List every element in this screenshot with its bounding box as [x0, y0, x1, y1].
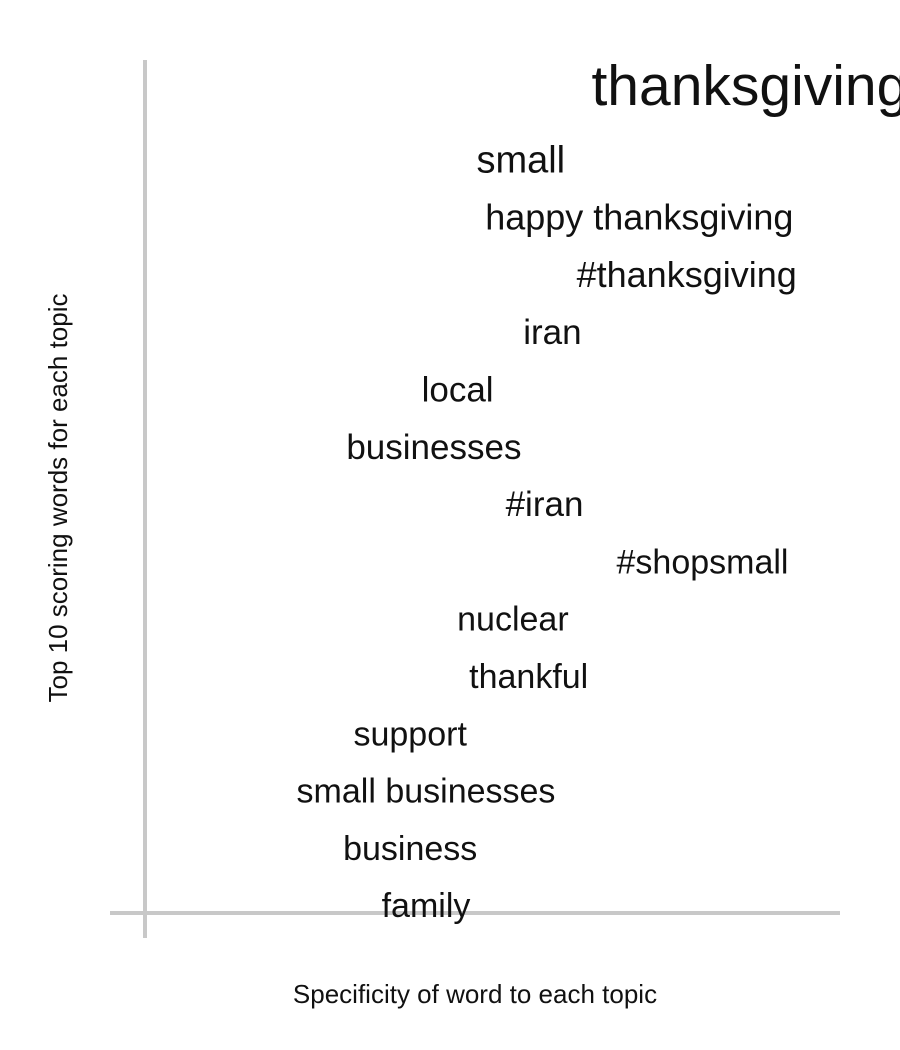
- word-label: #shopsmall: [617, 543, 789, 581]
- word-label: small businesses: [297, 773, 556, 811]
- word-label: thankful: [469, 658, 588, 696]
- word-label: #thanksgiving: [577, 254, 797, 295]
- x-axis-title: Specificity of word to each topic: [293, 979, 657, 1009]
- word-label: businesses: [346, 428, 521, 467]
- word-label: business: [343, 830, 477, 868]
- word-label: iran: [523, 313, 581, 352]
- word-label: local: [422, 371, 494, 410]
- word-label: #iran: [506, 485, 584, 524]
- word-label: family: [382, 887, 471, 925]
- word-label: thanksgiving: [591, 54, 900, 118]
- y-axis-title: Top 10 scoring words for each topic: [43, 294, 73, 703]
- word-label: support: [353, 715, 467, 753]
- word-label: nuclear: [457, 601, 569, 639]
- word-label: happy thanksgiving: [485, 197, 793, 238]
- word-marks: thanksgiving small happy thanksgiving #than…: [297, 54, 900, 925]
- word-label: small: [476, 139, 565, 181]
